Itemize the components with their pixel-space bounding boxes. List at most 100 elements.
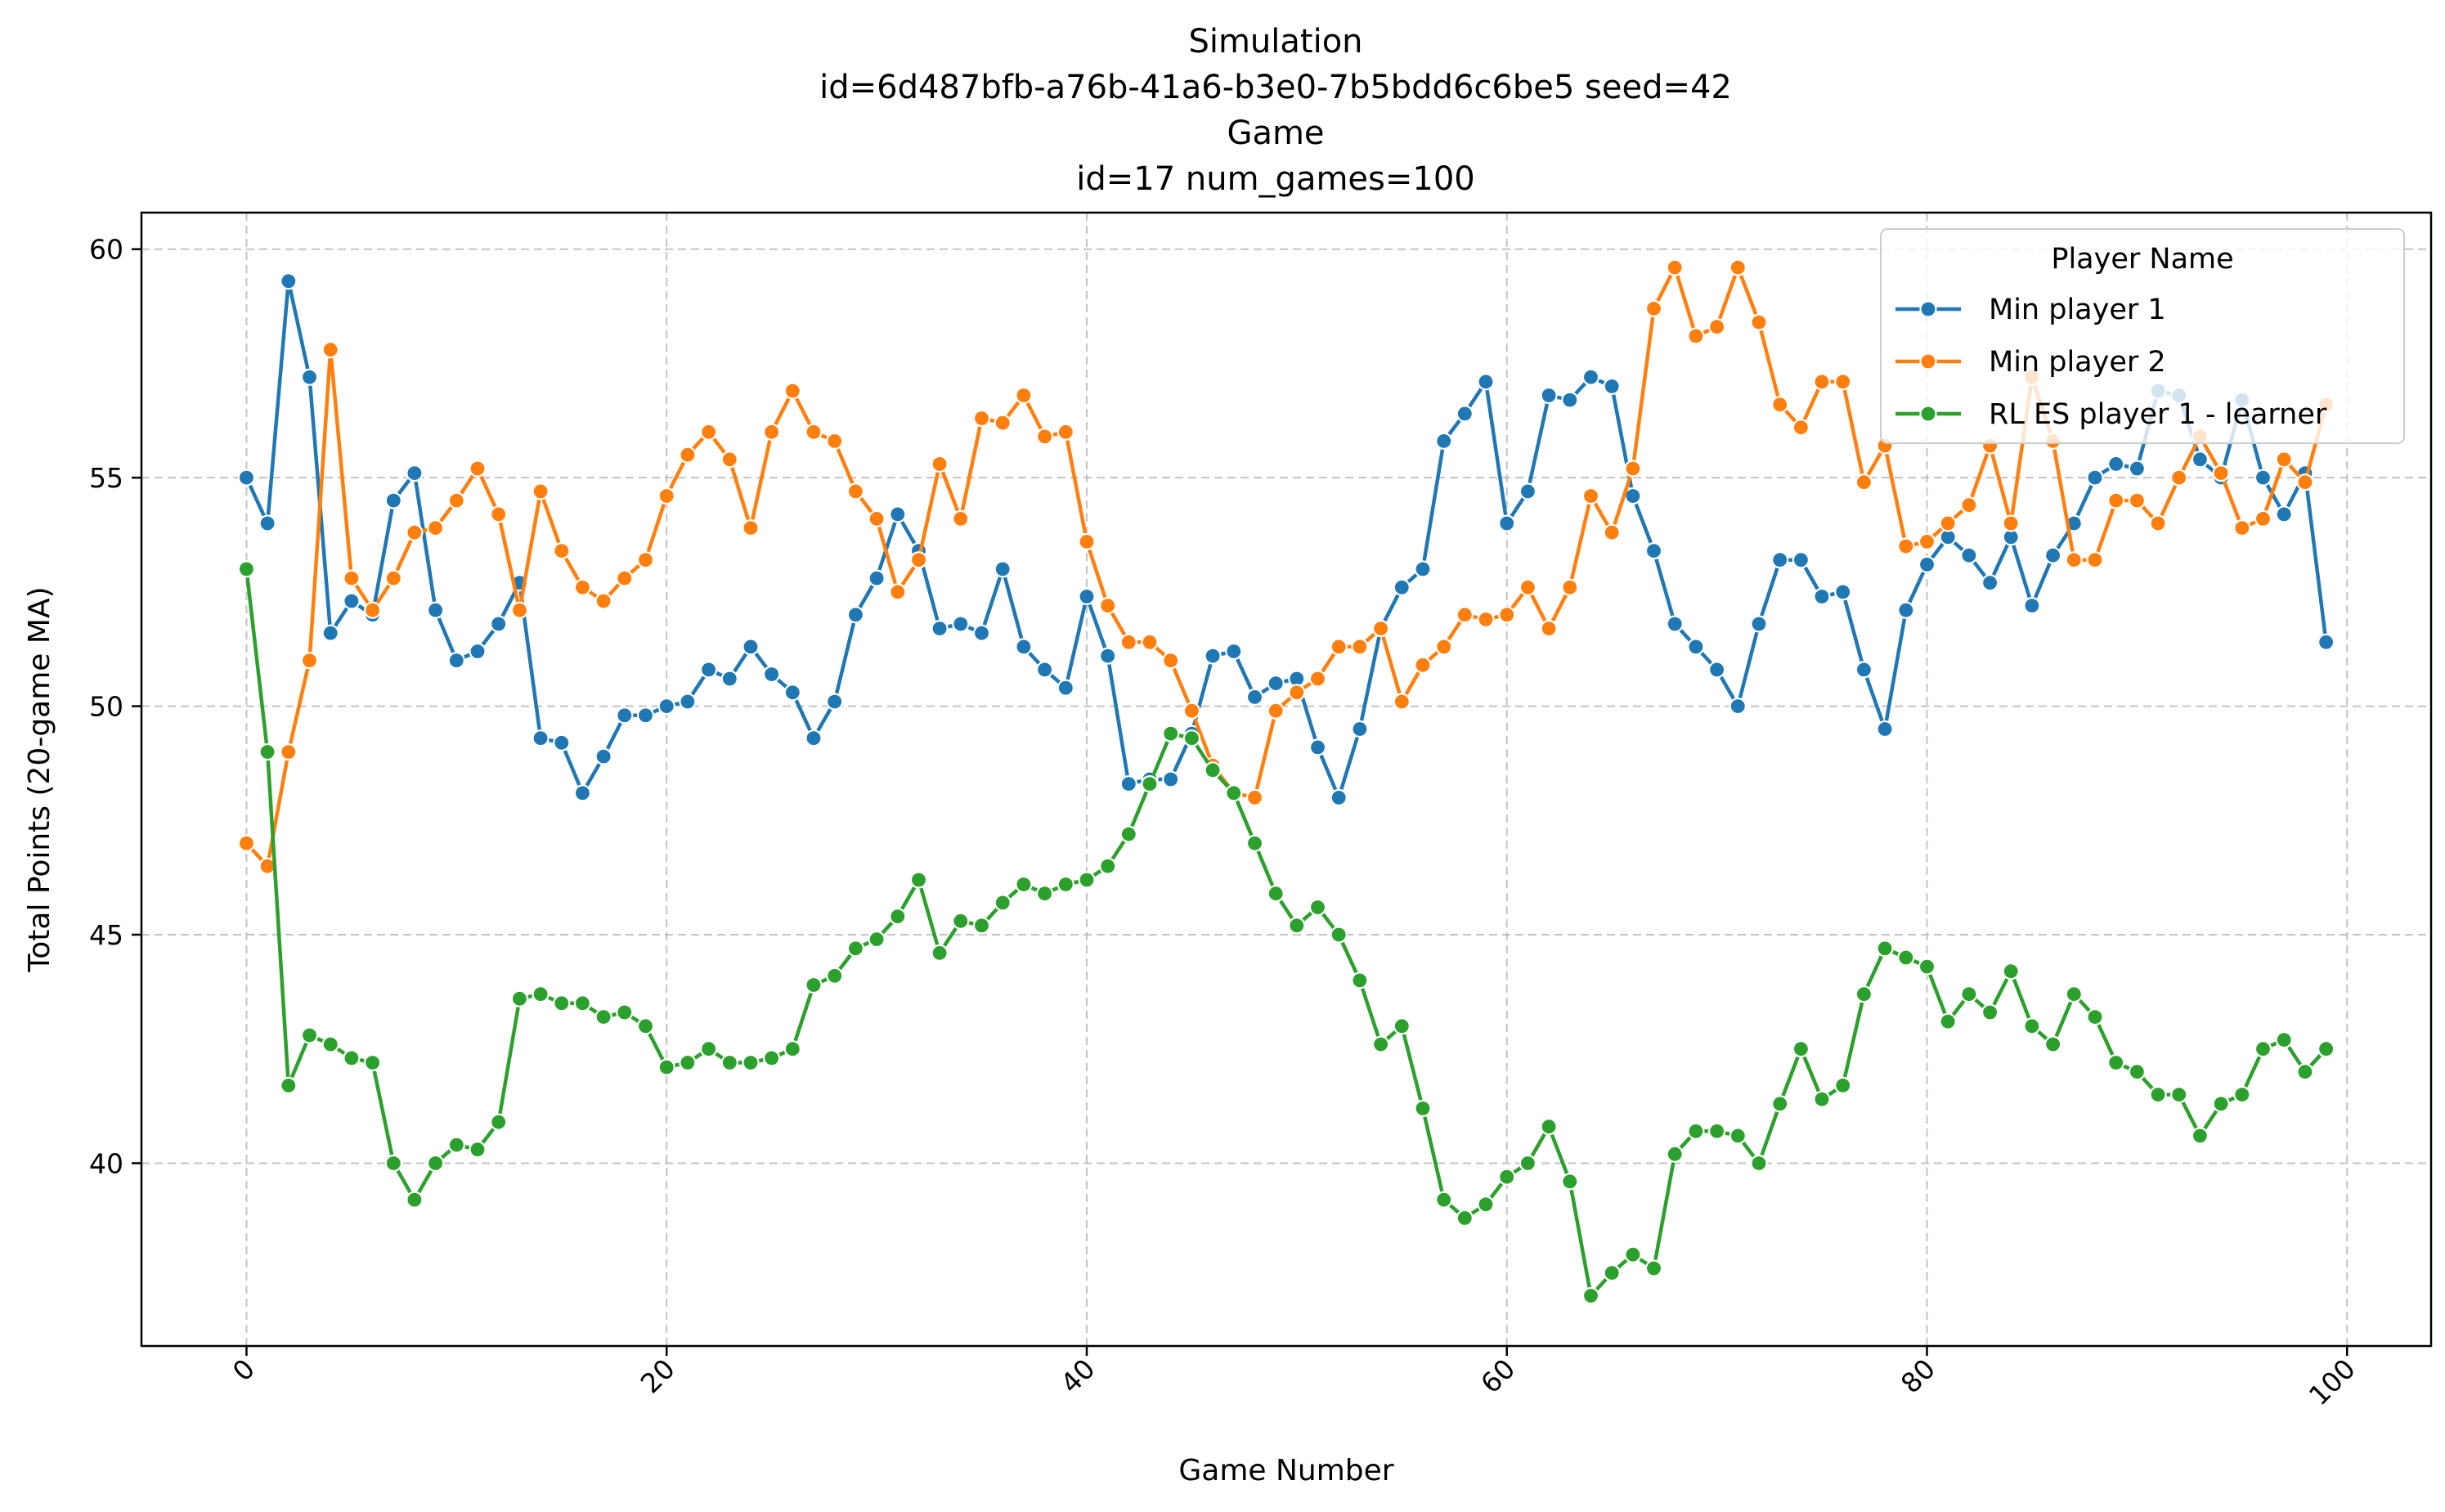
data-point <box>994 414 1012 432</box>
data-point <box>1225 784 1243 802</box>
data-point <box>2254 469 2272 487</box>
data-point <box>2128 460 2146 478</box>
data-point <box>2275 451 2293 469</box>
data-point <box>1876 720 1894 738</box>
data-point <box>1371 619 1390 638</box>
data-point <box>2065 985 2083 1003</box>
data-point <box>321 1035 339 1053</box>
data-point <box>553 541 571 560</box>
data-point <box>889 505 907 523</box>
data-point <box>1204 647 1222 665</box>
data-point <box>1644 1259 1663 1277</box>
data-point <box>2275 505 2293 523</box>
data-point <box>805 729 823 747</box>
data-point <box>594 592 612 610</box>
data-point <box>1561 1173 1579 1191</box>
y-tick-label: 45 <box>89 919 123 951</box>
data-point <box>2044 546 2062 564</box>
data-point <box>2149 1085 2167 1104</box>
data-point <box>2107 1053 2125 1072</box>
series-2 <box>237 258 2335 875</box>
data-point <box>952 615 970 633</box>
data-point <box>783 684 801 702</box>
legend-label: Min player 2 <box>1989 346 2166 379</box>
data-point <box>1792 1040 1810 1058</box>
data-point <box>889 583 907 601</box>
y-axis-label: Total Points (20-game MA) <box>23 586 56 972</box>
data-point <box>1204 761 1222 779</box>
data-point <box>2212 1095 2230 1113</box>
data-point <box>1267 885 1285 903</box>
data-point <box>1519 578 1537 596</box>
data-point <box>1939 514 1957 532</box>
data-point <box>762 665 781 684</box>
legend-label: RL ES player 1 - learner <box>1989 398 2327 431</box>
data-point <box>1666 1145 1684 1163</box>
data-point <box>1603 1263 1621 1282</box>
data-point <box>573 578 592 596</box>
data-point <box>909 871 928 889</box>
data-point <box>1099 647 1117 665</box>
data-point <box>1540 619 1558 638</box>
data-point <box>972 624 991 642</box>
data-point <box>1644 541 1663 560</box>
data-point <box>1267 674 1285 693</box>
data-point <box>426 518 445 537</box>
data-point <box>1035 428 1054 446</box>
data-point <box>1666 615 1684 633</box>
data-point <box>1855 661 1873 679</box>
data-point <box>636 1017 655 1035</box>
data-point <box>1078 871 1096 889</box>
data-point <box>1099 596 1117 615</box>
data-point <box>1981 1003 1999 1021</box>
data-point <box>406 464 424 482</box>
data-point <box>1456 405 1474 423</box>
data-point <box>300 368 319 386</box>
data-point <box>742 1053 760 1072</box>
title-line-2: id=6d487bfb-a76b-41a6-b3e0-7b5bdd6c6be5 … <box>819 69 1732 106</box>
data-point <box>762 1049 781 1067</box>
data-point <box>2128 491 2146 509</box>
data-point <box>490 1113 508 1131</box>
data-point <box>1015 638 1033 656</box>
data-point <box>532 482 550 500</box>
data-point <box>2212 464 2230 482</box>
data-point <box>762 423 781 441</box>
legend-title: Player Name <box>2051 243 2233 276</box>
data-point <box>1456 1209 1474 1227</box>
data-point <box>1414 560 1432 578</box>
data-point <box>1708 661 1726 679</box>
data-point <box>1288 917 1306 935</box>
data-point <box>364 1053 382 1072</box>
data-point <box>2044 1035 2062 1053</box>
data-point <box>679 1053 697 1072</box>
data-point <box>1308 898 1327 917</box>
data-point <box>1729 697 1747 716</box>
data-point <box>972 917 991 935</box>
y-axis-ticks: 40 45 50 55 60 <box>89 234 141 1179</box>
data-point <box>742 518 760 537</box>
data-point <box>237 834 255 852</box>
data-point <box>1393 578 1411 596</box>
data-point <box>2191 451 2209 469</box>
data-point <box>952 509 970 528</box>
data-point <box>1519 482 1537 500</box>
data-point <box>343 569 361 587</box>
data-point <box>1225 642 1243 661</box>
data-point <box>1182 729 1201 747</box>
data-point <box>2002 962 2020 980</box>
data-point <box>1792 551 1810 569</box>
data-point <box>1834 1076 1852 1095</box>
data-point <box>258 743 276 761</box>
series-line <box>244 279 2328 800</box>
data-point <box>1308 738 1327 756</box>
data-point <box>846 482 865 500</box>
data-point <box>1708 1122 1726 1140</box>
data-point <box>679 446 697 464</box>
data-point <box>699 1040 718 1058</box>
data-point <box>2002 514 2020 532</box>
legend: Player Name Min player 1 Min player 2 RL E… <box>1880 228 2405 444</box>
data-point <box>2086 1007 2104 1026</box>
data-point <box>952 912 970 930</box>
legend-marker <box>1919 300 1937 318</box>
